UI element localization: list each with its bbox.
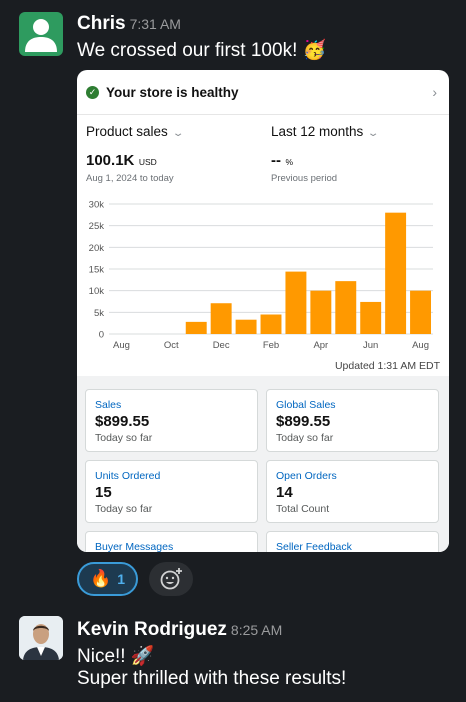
message-time[interactable]: 7:31 AM [129,16,181,32]
tile-value: 14 [276,484,293,501]
sales-total-value: 100.1K [86,152,135,169]
bar [385,212,407,334]
add-emoji-icon [160,567,182,590]
tile-seller-feedback[interactable]: Seller Feedback [266,531,439,552]
tile-buyer-messages[interactable]: Buyer Messages [85,531,258,552]
store-health-card[interactable]: ✓ Your store is healthy › Product sales ⌄… [77,70,449,552]
tile-sub: Today so far [95,432,153,444]
summary-tiles: Sales $899.55 Today so far Global Sales … [77,376,449,552]
x-tick-label: Jun [363,340,378,351]
tile-global-sales[interactable]: Global Sales $899.55 Today so far [266,389,439,452]
sales-bar-chart: 0 5k 10k 15k 20k 25k 30k Aug Oct Dec Feb Apr Jun Aug [89,200,433,351]
y-tick-label: 0 [99,330,104,341]
bar [360,301,382,334]
tile-label[interactable]: Open Orders [276,470,337,482]
period-dropdown-label: Last 12 months [271,124,364,139]
bar [335,281,357,334]
tile-sub: Total Count [276,503,330,515]
bar [260,314,282,334]
check-circle-icon: ✓ [86,85,99,99]
tile-sub: Today so far [95,503,153,515]
previous-period-label: Previous period [271,173,338,184]
y-tick-label: 30k [89,200,105,211]
author-name-text[interactable]: Kevin Rodriguez [77,619,227,640]
x-tick-label: Aug [412,340,429,351]
bar [210,303,232,334]
tile-sub: Today so far [276,432,334,444]
sales-total-range: Aug 1, 2024 to today [86,173,174,184]
sales-total-unit: USD [138,157,157,167]
message-time[interactable]: 8:25 AM [230,622,283,638]
x-tick-label: Feb [263,340,279,351]
sales-total: 100.1K USD Aug 1, 2024 to today [86,152,174,184]
tile-value: $899.55 [276,413,331,430]
chevron-right-icon[interactable]: › [432,84,437,100]
message-text: We crossed our first 100k! 🥳 [77,40,327,61]
tile-sales[interactable]: Sales $899.55 Today so far [85,389,258,452]
card-header[interactable]: ✓ Your store is healthy › [77,70,449,115]
previous-period: -- % Previous period [271,152,337,184]
card-title: Your store is healthy [106,84,239,100]
tile-label[interactable]: Buyer Messages [95,541,174,552]
tile-label[interactable]: Global Sales [276,399,336,411]
bar [285,271,307,334]
author-name[interactable]: Kevin Rodriguez 8:25 AM [77,619,282,641]
avatar-kevin[interactable] [19,616,63,660]
bar [185,321,207,334]
x-tick-label: Dec [213,340,230,351]
chevron-down-icon: ⌄ [367,128,380,139]
y-tick-label: 20k [89,243,105,254]
tile-units-ordered[interactable]: Units Ordered 15 Today so far [85,460,258,523]
add-reaction-button[interactable] [149,562,193,596]
period-dropdown[interactable]: Last 12 months ⌄ [271,124,380,139]
bar [310,290,332,334]
avatar-chris[interactable] [19,12,63,56]
author-name[interactable]: Chris 7:31 AM [77,13,181,35]
tile-open-orders[interactable]: Open Orders 14 Total Count [266,460,439,523]
tile-label[interactable]: Sales [95,399,122,411]
metric-dropdown-label: Product sales [86,124,168,139]
bar [235,319,257,334]
y-tick-label: 25k [89,221,105,232]
reaction-count: 1 [117,571,125,587]
author-name-text[interactable]: Chris [77,13,126,34]
y-tick-label: 15k [89,265,105,276]
x-tick-label: Oct [164,340,179,351]
tile-label[interactable]: Units Ordered [95,470,161,482]
chevron-down-icon: ⌄ [171,128,185,139]
message-text-line-1: Nice!! 🚀 [77,646,155,667]
y-tick-label: 5k [94,308,104,319]
profile-photo [19,616,63,660]
y-tick-label: 10k [89,286,105,297]
bar [410,290,432,334]
metric-dropdown[interactable]: Product sales ⌄ [86,124,185,139]
x-tick-label: Aug [113,340,130,351]
x-tick-label: Apr [313,340,328,351]
tile-label[interactable]: Seller Feedback [276,541,352,552]
previous-period-unit: % [285,157,294,167]
reaction-fire[interactable]: 🔥 1 [77,562,138,596]
tile-value: $899.55 [95,413,150,430]
user-silhouette-icon [25,19,57,52]
tile-value: 15 [95,484,112,501]
previous-period-value: -- [271,152,281,169]
fire-icon: 🔥 [90,569,112,588]
updated-time: Updated 1:31 AM EDT [334,360,440,372]
message-text-line-2: Super thrilled with these results! [77,668,347,689]
